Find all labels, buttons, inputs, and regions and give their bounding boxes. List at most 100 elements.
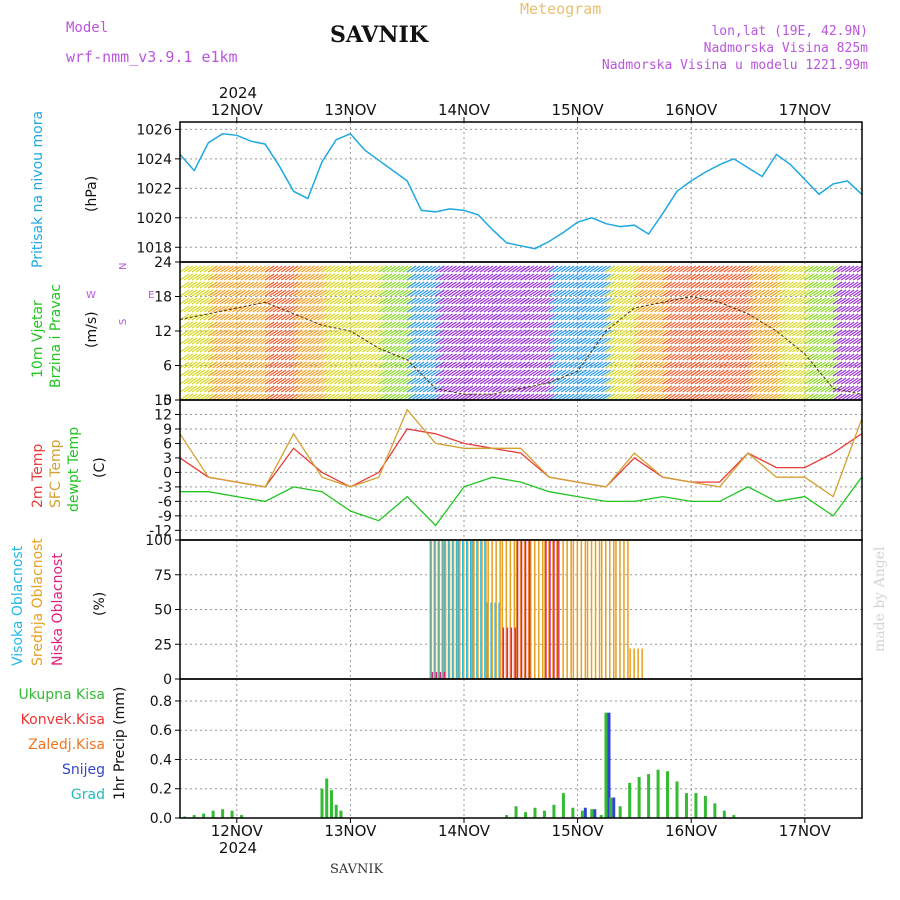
wind-barb [564,369,575,377]
wind-barb [398,297,409,305]
wind-barb [560,369,571,377]
wind-barb [455,313,465,321]
wind-barb [731,393,741,400]
wind-barb [496,337,506,345]
wind-barb [268,353,279,361]
wind-barb [731,337,741,345]
wind-barb [378,345,389,353]
wind-barb [735,377,745,385]
wind-barb [422,369,433,377]
wind-barb [203,345,214,353]
wind-barb [828,289,839,297]
wind-barb [796,377,806,385]
wind-barb [564,361,575,369]
wind-barb [686,329,697,337]
wind-barb [504,265,514,273]
wind-barb [301,353,311,361]
wind-barb [333,377,344,385]
wind-barb [394,393,405,400]
wind-barb [439,313,449,321]
snow-bar [612,797,616,818]
wind-barb [634,321,644,329]
wind-barb [719,281,729,289]
wind-barb [183,337,194,345]
wind-barb [284,353,295,361]
wind-barb [670,313,681,321]
footer-station: SAVNIK [330,862,384,877]
wind-barb [731,329,741,337]
wind-barb [459,313,469,321]
wind-barb [451,273,461,281]
wind-barb [180,305,190,313]
wind-barb [796,313,806,321]
wind-barb [804,337,815,345]
wind-barb [293,385,303,393]
wind-barb [548,369,559,377]
wind-barb [792,297,802,305]
wind-barb [739,345,749,353]
wind-barb [714,393,725,400]
wind-barb [264,313,275,321]
wind-barb [284,281,295,289]
wind-barb [272,273,283,281]
wind-barb [763,273,774,281]
wind-barb [743,321,753,329]
wind-barb [528,353,539,361]
wind-barb [208,393,218,400]
wind-barb [467,329,478,337]
wind-barb [467,361,478,369]
wind-barb [366,393,376,400]
wind-barb [572,385,583,393]
wind-barb [508,321,518,329]
wind-barb [345,289,356,297]
wind-barb [662,273,673,281]
wind-barb [451,265,461,273]
wind-barb [492,377,502,385]
total-precip-bar [628,782,632,818]
wind-barb [378,361,389,369]
wind-barb [459,321,469,329]
wind-barb [710,337,721,345]
wind-barb [694,353,705,361]
wind-barb [731,369,741,377]
wind-barb [650,273,660,281]
wind-barb [658,345,668,353]
wind-barb [354,377,364,385]
wind-barb [183,297,194,305]
wind-barb [698,337,709,345]
wind-barb [297,281,307,289]
wind-barb [536,305,547,313]
wind-barb [585,281,595,289]
wind-barb [463,313,474,321]
wind-barb [642,361,652,369]
wind-barb [272,321,283,329]
wind-barb [240,321,251,329]
wind-barb [524,393,535,400]
precipitation-panel: 0.00.20.40.60.8 [150,678,863,827]
wind-barb [804,297,815,305]
wind-barb [544,297,555,305]
wind-barb [593,297,603,305]
wind-barb [828,273,839,281]
wind-barb [382,337,393,345]
high-cloud-bar [441,540,444,679]
wind-barb [605,369,616,377]
wind-barb [467,337,478,345]
wind-barb [512,345,522,353]
wind-barb [832,385,843,393]
wind-barb [816,345,827,353]
wind-barb [654,337,664,345]
wind-barb [524,313,535,321]
wind-barb [816,393,827,400]
wind-barb [288,337,299,345]
wind-barb [208,353,218,361]
wind-barb [191,369,202,377]
wind-barb [180,321,190,329]
wind-barb [714,297,725,305]
wind-barb [398,369,409,377]
wind-barb [187,281,198,289]
wind-barb [366,345,376,353]
wind-barb [548,385,559,393]
wind-barb [325,329,336,337]
wind-barb [528,281,539,289]
